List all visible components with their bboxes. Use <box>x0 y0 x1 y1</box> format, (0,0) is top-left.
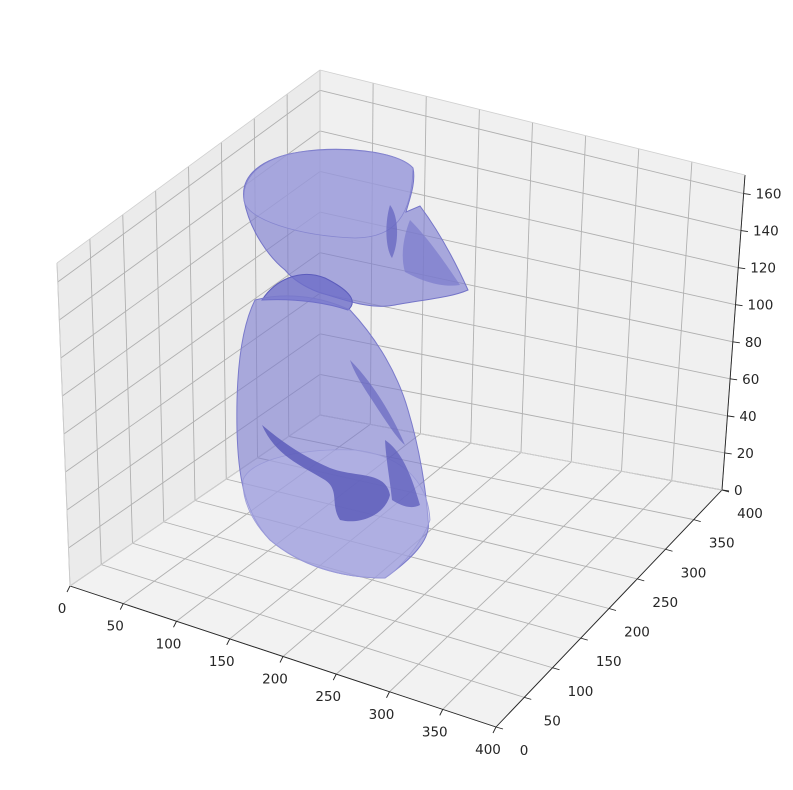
y-tick-label: 50 <box>544 713 561 729</box>
x-tick <box>439 709 444 716</box>
back-pane <box>320 70 745 490</box>
x-tick-label: 100 <box>156 636 182 652</box>
x-tick <box>332 673 337 681</box>
x-tick-label: 0 <box>58 601 67 617</box>
y-tick <box>637 578 645 582</box>
x-tick <box>173 621 177 628</box>
z-tick-label: 120 <box>750 261 776 277</box>
x-tick <box>492 726 497 734</box>
z-tick-label: 20 <box>737 446 754 462</box>
surface-fold-3 <box>350 360 405 445</box>
z-tick <box>735 304 743 307</box>
surface-bottom-rim <box>242 449 431 579</box>
x-tick-label: 200 <box>262 672 288 688</box>
y-gridline-floor <box>101 564 525 698</box>
y-tick-label: 350 <box>709 536 735 552</box>
z-gridline-left <box>63 252 321 435</box>
surface-top-rim <box>243 149 414 239</box>
x-gridline-back <box>621 148 640 472</box>
y-gridline-left <box>188 166 196 501</box>
z-tick-label: 100 <box>748 298 774 314</box>
y-gridline-floor <box>132 542 553 669</box>
y-tick-label: 200 <box>624 625 650 641</box>
surface-fold-1 <box>262 425 390 522</box>
y-tick-label: 150 <box>596 654 622 670</box>
z-gridline-back <box>319 292 731 380</box>
z-gridline-left <box>57 89 321 283</box>
z-tick-label: 140 <box>753 224 779 240</box>
floor-pane <box>70 415 722 727</box>
y-tick <box>608 608 617 611</box>
x-gridline-back <box>570 135 587 462</box>
z-axis-line <box>721 174 746 491</box>
z-gridline-back <box>319 89 744 194</box>
x-tick <box>119 603 124 610</box>
x-tick <box>226 638 231 646</box>
z-tick-label: 60 <box>742 372 759 388</box>
z-tick <box>727 415 735 418</box>
isosurface-mesh <box>236 148 469 579</box>
x-tick-label: 250 <box>315 689 341 705</box>
axis-ticks <box>66 193 751 734</box>
surface-fold-5 <box>402 220 460 286</box>
z-tick-label: 40 <box>739 409 756 425</box>
y-gridline-left <box>155 190 165 522</box>
x-tick <box>66 585 71 593</box>
surface-fold-4 <box>386 205 398 258</box>
z-gridline-back <box>319 333 728 417</box>
z-tick-label: 160 <box>756 187 782 203</box>
x-gridline-back <box>470 109 480 444</box>
y-gridline-left <box>220 142 227 480</box>
y-tick-label: 0 <box>520 743 529 759</box>
z-tick <box>743 193 751 195</box>
x-tick-label: 150 <box>209 654 235 670</box>
y-tick <box>665 548 673 552</box>
x-tick <box>279 656 284 663</box>
y-gridline-floor <box>163 521 581 639</box>
x-gridline-back <box>671 161 693 481</box>
surface-fold-2 <box>385 440 420 508</box>
z-tick-label: 80 <box>745 335 762 351</box>
x-gridline-back <box>520 122 533 453</box>
y-tick <box>580 637 588 641</box>
x-tick-label: 50 <box>107 619 124 635</box>
y-tick-label: 300 <box>681 565 707 581</box>
y-tick <box>495 726 504 730</box>
y-gridline-left <box>122 214 133 544</box>
y-tick <box>552 667 560 671</box>
pane-edge <box>56 69 321 264</box>
x-tick-label: 400 <box>475 742 501 758</box>
z-tick <box>721 489 730 492</box>
z-tick-label: 0 <box>734 483 743 499</box>
z-tick <box>740 230 749 233</box>
z-tick <box>730 378 738 381</box>
z-tick <box>732 341 740 344</box>
z-gridline-back <box>319 130 742 232</box>
y-tick-label: 250 <box>652 595 678 611</box>
z-tick <box>724 452 732 455</box>
x-tick-label: 300 <box>369 707 395 723</box>
y-tick-label: 400 <box>737 506 763 522</box>
pane-edge <box>319 69 746 176</box>
z-tick <box>738 267 746 270</box>
y-tick <box>524 696 532 700</box>
y-tick <box>693 519 701 523</box>
y-gridline-left <box>89 238 102 565</box>
y-tick-label: 100 <box>568 684 594 700</box>
x-tick <box>386 691 390 698</box>
pane-edge <box>56 262 71 587</box>
x-tick-label: 350 <box>422 724 448 740</box>
